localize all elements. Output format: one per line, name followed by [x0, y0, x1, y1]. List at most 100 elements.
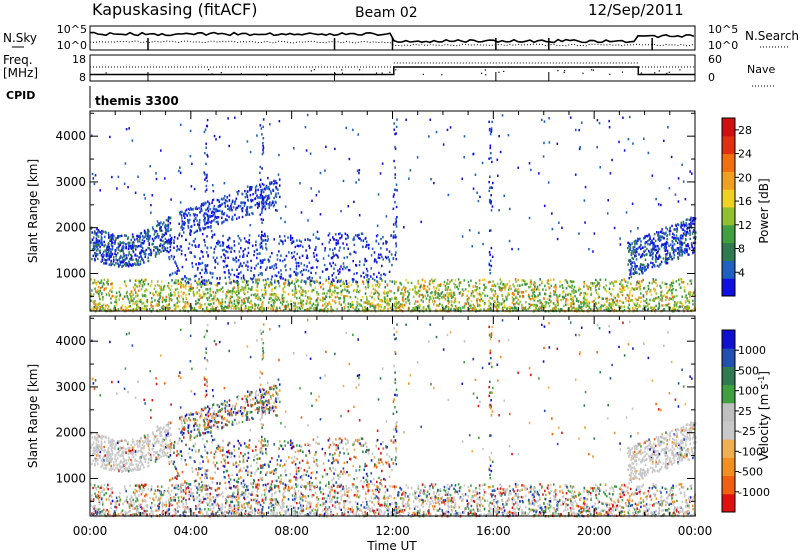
- power-cell: [679, 254, 681, 257]
- power-cell: [216, 277, 218, 280]
- power-cell: [684, 306, 687, 309]
- power-cell: [525, 289, 527, 293]
- power-cell: [196, 229, 199, 233]
- power-cell: [478, 282, 481, 286]
- power-cell: [94, 290, 97, 293]
- power-cell: [490, 246, 493, 250]
- power-cell: [224, 202, 227, 205]
- power-cell: [366, 301, 369, 304]
- power-cell: [578, 304, 580, 307]
- power-cell: [108, 245, 110, 249]
- power-cell: [162, 239, 164, 243]
- power-cell: [522, 309, 524, 312]
- power-cell: [593, 282, 596, 285]
- power-cell: [375, 275, 378, 279]
- cpid-panel: CPID themis 3300: [6, 86, 179, 108]
- power-cell: [269, 266, 271, 269]
- power-cell: [536, 304, 538, 307]
- power-cell: [673, 308, 675, 312]
- power-cell: [300, 301, 302, 305]
- power-cell: [619, 299, 621, 303]
- power-cell: [504, 288, 506, 291]
- power-cell: [620, 284, 623, 288]
- power-cell: [379, 277, 381, 280]
- power-cell: [245, 240, 247, 243]
- power-cell: [189, 214, 191, 217]
- power-cell: [450, 303, 453, 307]
- power-cell: [621, 293, 624, 297]
- power-cell: [305, 280, 307, 283]
- power-cell: [683, 223, 685, 227]
- power-cell: [325, 268, 327, 271]
- power-cell: [597, 296, 600, 300]
- power-cell: [319, 171, 322, 175]
- power-cell: [300, 301, 303, 305]
- power-cell: [560, 298, 562, 302]
- power-cell: [359, 237, 361, 240]
- power-cell: [255, 294, 258, 298]
- power-cell: [218, 300, 221, 303]
- power-cell: [262, 137, 265, 140]
- power-cell: [385, 242, 387, 245]
- power-cell: [554, 293, 557, 296]
- power-cell: [327, 275, 330, 279]
- power-cell: [169, 249, 172, 252]
- power-cell: [528, 306, 531, 309]
- power-cell: [175, 306, 177, 309]
- power-cell: [688, 295, 691, 298]
- power-cell: [280, 239, 283, 243]
- power-cell: [385, 256, 388, 260]
- power-cell: [126, 262, 129, 265]
- power-cell: [242, 277, 245, 280]
- power-cell: [201, 283, 203, 287]
- power-cell: [283, 285, 286, 288]
- power-cell: [572, 290, 574, 294]
- power-cell: [277, 173, 280, 176]
- power-cell: [241, 209, 244, 213]
- power-cell: [190, 230, 193, 233]
- power-cell: [146, 234, 149, 238]
- power-cell: [256, 285, 259, 288]
- power-cell: [375, 284, 377, 288]
- power-cell: [673, 233, 675, 237]
- power-cell: [134, 291, 137, 294]
- power-cell: [236, 281, 238, 285]
- power-cell: [636, 271, 638, 275]
- power-cell: [690, 242, 693, 245]
- power-cell: [128, 241, 131, 245]
- power-cell: [328, 277, 330, 281]
- power-cell: [300, 293, 303, 297]
- power-cell: [206, 173, 208, 177]
- power-cell: [557, 307, 560, 311]
- power-cell: [567, 303, 569, 306]
- power-cell: [128, 252, 131, 255]
- power-cell: [336, 279, 339, 283]
- power-cell: [228, 144, 231, 148]
- power-cell: [131, 241, 134, 244]
- power-cell: [365, 267, 368, 271]
- power-cell: [365, 240, 368, 243]
- power-cell: [620, 301, 623, 304]
- power-cell: [275, 280, 277, 283]
- power-cell: [586, 284, 588, 287]
- power-cell: [498, 134, 500, 138]
- power-cell: [272, 204, 275, 208]
- power-cell: [490, 264, 493, 268]
- power-cell: [207, 205, 210, 208]
- power-cell: [659, 256, 662, 259]
- power-cell: [495, 296, 498, 299]
- power-cell: [170, 284, 173, 288]
- power-cell: [428, 287, 431, 291]
- power-cell: [229, 273, 232, 276]
- power-cell: [340, 265, 342, 268]
- power-cell: [332, 252, 335, 255]
- power-cell: [157, 250, 159, 253]
- power-cell: [271, 201, 274, 205]
- power-cell: [381, 300, 383, 303]
- power-cell: [378, 271, 380, 275]
- power-cell: [654, 288, 657, 292]
- power-cell: [258, 204, 260, 208]
- power-cell: [517, 302, 519, 306]
- power-cell: [342, 262, 345, 265]
- power-cell: [572, 280, 575, 283]
